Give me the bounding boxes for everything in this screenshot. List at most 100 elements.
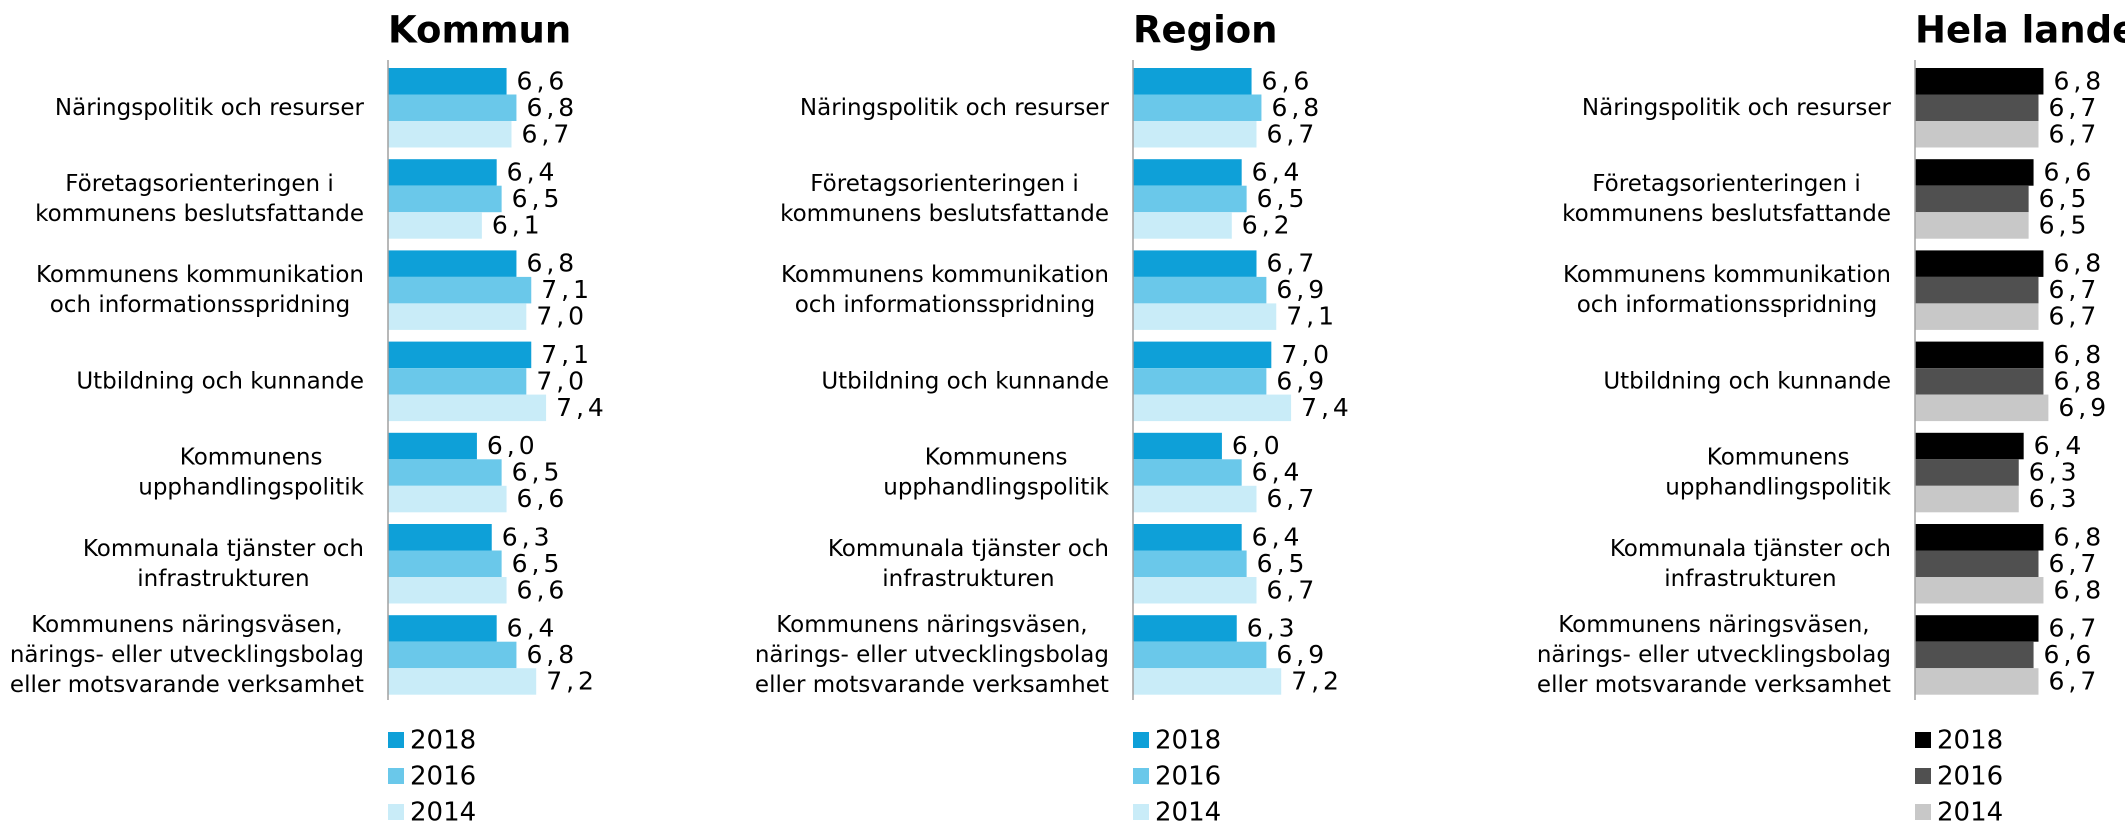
bar	[1915, 394, 2049, 422]
data-label: 6,5	[2039, 184, 2091, 213]
data-label: 6,6	[1262, 66, 1314, 95]
bar	[1133, 577, 1257, 604]
data-label: 6,5	[1257, 184, 1309, 213]
category-line: upphandlingspolitik	[138, 474, 364, 500]
bar	[1133, 394, 1292, 422]
category-label: Kommunala tjänster och infrastrukturen	[83, 535, 364, 591]
category-line: infrastrukturen	[137, 565, 309, 591]
data-label: 6,7	[2049, 549, 2101, 578]
category-line: Kommunens	[925, 444, 1068, 470]
category-label: Kommunens upphandlingspolitik	[883, 444, 1109, 500]
bar	[388, 68, 507, 95]
bar	[1133, 432, 1222, 460]
bar	[388, 641, 517, 669]
bar	[388, 341, 532, 369]
data-label: 6,8	[2053, 340, 2105, 369]
category-label: Utbildning och kunnande	[1603, 368, 1891, 394]
bar	[388, 432, 477, 460]
bar	[388, 276, 532, 304]
category-line: och informationsspridning	[795, 292, 1096, 318]
category-line: eller motsvarande verksamhet	[755, 671, 1109, 697]
data-label: 6,3	[1247, 613, 1299, 642]
legend-label: 2016	[410, 762, 476, 792]
data-label: 7,0	[536, 302, 588, 331]
category-line: Kommunala tjänster och	[83, 535, 364, 561]
bar	[388, 368, 527, 395]
bar	[1915, 459, 2019, 486]
category-line: Kommunens	[180, 444, 323, 470]
category-line: Kommunens kommunikation	[781, 262, 1109, 288]
bar	[1133, 159, 1242, 186]
data-label: 6,8	[2053, 575, 2105, 604]
data-label: 7,1	[541, 340, 593, 369]
bar	[1915, 250, 2044, 277]
category-label: Företagsorienteringen i kommunens besluts…	[1562, 170, 1891, 226]
bar	[1133, 121, 1257, 148]
category-label: Kommunens upphandlingspolitik	[1665, 444, 1891, 500]
legend-swatch	[388, 804, 404, 820]
bar	[1915, 485, 2019, 513]
category-label: Kommunens kommunikation och informationss…	[781, 262, 1109, 318]
bar	[1133, 524, 1242, 551]
data-label: 6,3	[2029, 484, 2081, 513]
bar	[1133, 303, 1277, 330]
bar	[1133, 94, 1262, 121]
bar	[1915, 94, 2039, 121]
data-label: 6,7	[2049, 666, 2101, 695]
bar	[1915, 368, 2044, 395]
bar	[1133, 68, 1252, 95]
data-label: 6,8	[526, 93, 578, 122]
bar	[1915, 641, 2034, 669]
category-label: Kommunens kommunikation och informationss…	[36, 262, 364, 318]
category-label: Kommunens näringsväsen, närings- eller ut…	[10, 611, 364, 697]
bar	[388, 159, 497, 186]
bar	[1915, 159, 2034, 186]
data-label: 6,0	[1232, 431, 1284, 460]
category-label: Kommunens kommunikation och informationss…	[1563, 262, 1891, 318]
chart-title: Kommun	[388, 9, 571, 52]
data-label: 6,7	[2049, 275, 2101, 304]
data-label: 6,9	[1276, 275, 1328, 304]
bar	[388, 121, 512, 148]
data-label: 6,6	[517, 484, 569, 513]
data-label: 7,1	[1286, 302, 1338, 331]
legend-swatch	[1133, 804, 1149, 820]
bar	[1915, 524, 2044, 551]
legend-label: 2016	[1937, 762, 2003, 792]
data-label: 6,5	[512, 458, 564, 487]
data-label: 6,9	[2058, 393, 2110, 422]
category-label: Näringspolitik och resurser	[800, 94, 1110, 120]
bar	[388, 485, 507, 513]
category-line: Kommunala tjänster och	[1610, 535, 1891, 561]
bar	[1133, 250, 1257, 277]
bar	[1915, 577, 2044, 604]
data-label: 7,4	[1301, 393, 1353, 422]
bar	[1133, 485, 1257, 513]
category-line: Företagsorienteringen i	[65, 170, 334, 196]
data-label: 6,6	[2044, 640, 2096, 669]
bar	[1915, 212, 2029, 239]
legend-swatch	[1133, 768, 1149, 784]
bar	[1133, 641, 1267, 669]
category-line: Utbildning och kunnande	[76, 368, 364, 394]
category-label: Näringspolitik och resurser	[1582, 94, 1892, 120]
category-line: och informationsspridning	[50, 292, 351, 318]
data-label: 6,5	[1257, 549, 1309, 578]
bar	[1133, 341, 1272, 369]
data-label: 6,4	[1252, 458, 1304, 487]
data-label: 7,0	[536, 366, 588, 395]
bar	[1133, 276, 1267, 304]
data-label: 6,6	[517, 575, 569, 604]
category-line: Kommunens kommunikation	[36, 262, 364, 288]
category-label: Kommunens upphandlingspolitik	[138, 444, 364, 500]
data-label: 6,8	[1271, 93, 1323, 122]
bar	[388, 212, 482, 239]
data-label: 6,8	[2053, 522, 2105, 551]
data-label: 6,9	[1276, 640, 1328, 669]
category-label: Kommunens näringsväsen, närings- eller ut…	[755, 611, 1109, 697]
category-line: eller motsvarande verksamhet	[10, 671, 364, 697]
data-label: 6,7	[1267, 119, 1319, 148]
category-line: Kommunens näringsväsen,	[31, 611, 342, 637]
data-label: 6,2	[1242, 210, 1294, 239]
